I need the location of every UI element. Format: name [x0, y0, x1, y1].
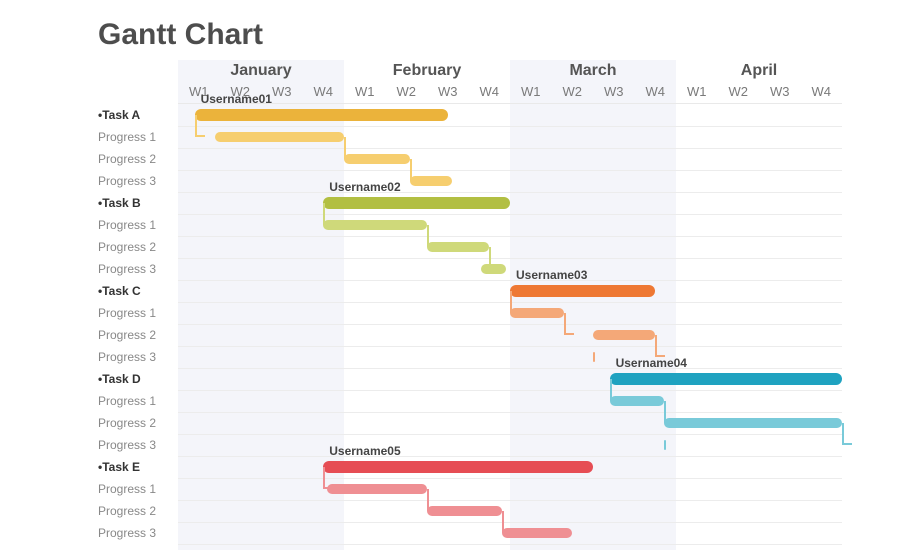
progress-label: Progress 3 — [98, 526, 176, 540]
username-label: Username03 — [516, 268, 587, 282]
progress-label: Progress 1 — [98, 394, 176, 408]
page-title: Gantt Chart — [98, 18, 263, 52]
progress-bar — [593, 352, 595, 362]
connector-line — [410, 159, 420, 181]
progress-label: Progress 3 — [98, 174, 176, 188]
progress-label: Progress 1 — [98, 306, 176, 320]
progress-label: Progress 1 — [98, 218, 176, 232]
task-bar — [510, 285, 655, 297]
task-bar — [195, 109, 448, 121]
week-label: W3 — [427, 84, 469, 99]
connector-line — [323, 467, 333, 489]
task-label: Task C — [98, 284, 176, 298]
week-label: W4 — [635, 84, 677, 99]
bars-layer: Username01Username02Username03Username04… — [178, 104, 842, 550]
connector-line — [664, 401, 674, 423]
task-label: Task B — [98, 196, 176, 210]
month-label: January — [178, 62, 344, 80]
week-header: W1W2W3W4W1W2W3W4W1W2W3W4W1W2W3W4 — [178, 84, 842, 104]
progress-label: Progress 1 — [98, 130, 176, 144]
week-label: W1 — [676, 84, 718, 99]
progress-label: Progress 2 — [98, 504, 176, 518]
progress-label: Progress 2 — [98, 416, 176, 430]
connector-line — [427, 489, 437, 511]
username-label: Username02 — [329, 180, 400, 194]
progress-bar — [593, 330, 655, 340]
week-label: W3 — [593, 84, 635, 99]
connector-line — [564, 313, 574, 335]
connector-line — [195, 115, 205, 137]
progress-bar — [664, 440, 666, 450]
progress-label: Progress 3 — [98, 262, 176, 276]
task-bar — [610, 373, 842, 385]
progress-bar — [502, 528, 573, 538]
week-label: W2 — [552, 84, 594, 99]
progress-bar — [327, 484, 427, 494]
progress-label: Progress 2 — [98, 240, 176, 254]
progress-bar — [323, 220, 427, 230]
progress-bar — [215, 132, 344, 142]
task-bar — [323, 197, 510, 209]
progress-label: Progress 2 — [98, 152, 176, 166]
connector-line — [610, 379, 620, 401]
progress-bar — [664, 418, 842, 428]
month-label: April — [676, 62, 842, 80]
week-label: W4 — [469, 84, 511, 99]
connector-line — [842, 423, 852, 445]
connector-line — [502, 511, 512, 533]
username-label: Username04 — [616, 356, 687, 370]
connector-line — [323, 203, 333, 225]
week-label: W1 — [510, 84, 552, 99]
progress-label: Progress 1 — [98, 482, 176, 496]
week-label: W3 — [759, 84, 801, 99]
week-label: W4 — [303, 84, 345, 99]
task-label: Task D — [98, 372, 176, 386]
task-bar — [323, 461, 593, 473]
month-header: JanuaryFebruaryMarchApril — [178, 60, 842, 84]
month-label: February — [344, 62, 510, 80]
task-label: Task E — [98, 460, 176, 474]
connector-line — [510, 291, 520, 313]
task-label: Task A — [98, 108, 176, 122]
month-label: March — [510, 62, 676, 80]
week-label: W4 — [801, 84, 843, 99]
week-label: W2 — [718, 84, 760, 99]
connector-line — [344, 137, 354, 159]
username-label: Username05 — [329, 444, 400, 458]
connector-line — [427, 225, 437, 247]
progress-label: Progress 2 — [98, 328, 176, 342]
username-label: Username01 — [201, 92, 272, 106]
connector-line — [489, 247, 499, 269]
week-label: W1 — [344, 84, 386, 99]
progress-label: Progress 3 — [98, 438, 176, 452]
week-label: W2 — [386, 84, 428, 99]
progress-label: Progress 3 — [98, 350, 176, 364]
connector-line — [655, 335, 665, 357]
progress-bar — [427, 506, 502, 516]
